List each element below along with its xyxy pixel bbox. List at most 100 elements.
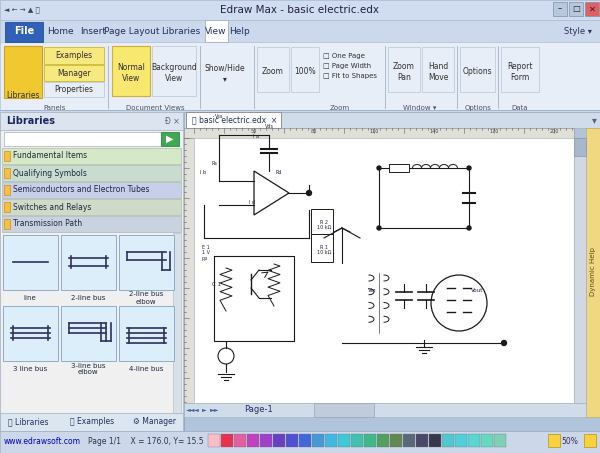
Bar [468, 434, 480, 447]
Bar [586, 128, 600, 417]
Bar [186, 112, 281, 128]
Text: 3 line bus: 3 line bus [13, 366, 47, 372]
Circle shape [377, 166, 381, 170]
Text: Show/Hide
▾: Show/Hide ▾ [205, 63, 245, 83]
Bar [455, 434, 467, 447]
Circle shape [307, 191, 311, 196]
Bar [161, 132, 179, 146]
Bar [585, 2, 599, 16]
Text: Rd: Rd [276, 169, 283, 174]
Bar [4, 46, 42, 98]
Text: Options: Options [462, 67, 492, 77]
Text: Zoom: Zoom [262, 67, 284, 77]
Text: File: File [14, 26, 34, 36]
Text: □ Fit to Shapes: □ Fit to Shapes [323, 73, 377, 79]
Bar [548, 434, 560, 447]
Text: 50%: 50% [562, 438, 578, 447]
Bar [247, 434, 259, 447]
Text: □: □ [572, 5, 580, 14]
Bar [0, 0, 600, 20]
Bar [184, 138, 194, 403]
Text: 4-line bus: 4-line bus [129, 366, 163, 372]
Text: –: – [558, 5, 562, 14]
Bar [312, 434, 324, 447]
Text: 50: 50 [251, 129, 257, 134]
Bar [0, 42, 600, 110]
Text: I b: I b [200, 169, 206, 174]
Text: Hand
Move: Hand Move [428, 63, 448, 82]
Text: Vout: Vout [471, 289, 484, 294]
Bar [338, 434, 350, 447]
Circle shape [377, 226, 381, 230]
Text: Page 1/1    X = 176.0, Y= 15.5: Page 1/1 X = 176.0, Y= 15.5 [88, 438, 203, 447]
Circle shape [467, 166, 471, 170]
Text: Zoom: Zoom [330, 105, 350, 111]
Bar [299, 434, 311, 447]
Text: Options: Options [464, 105, 491, 111]
Bar [286, 434, 298, 447]
Text: ◄ ← → ▲ 🔍: ◄ ← → ▲ 🔍 [4, 7, 40, 13]
Bar [3, 306, 58, 361]
Bar [501, 47, 539, 92]
Bar [584, 434, 596, 447]
Bar [460, 47, 495, 92]
Text: Qualifying Symbols: Qualifying Symbols [13, 169, 87, 178]
Text: 📚 Libraries: 📚 Libraries [8, 418, 49, 427]
Text: Page Layout: Page Layout [104, 26, 160, 35]
Text: 80: 80 [311, 129, 317, 134]
Text: Ð ×: Ð × [165, 116, 179, 125]
Text: ▶: ▶ [166, 134, 174, 144]
Bar [3, 235, 58, 290]
Text: C 1: C 1 [212, 283, 221, 288]
Text: www.edrawsoft.com: www.edrawsoft.com [4, 438, 81, 447]
Text: Vss: Vss [215, 115, 223, 120]
Text: 📄 basic electric.edx  ×: 📄 basic electric.edx × [192, 116, 277, 125]
Bar [208, 434, 220, 447]
Bar [221, 434, 233, 447]
Text: ◄◄: ◄◄ [186, 408, 196, 413]
Bar [4, 202, 10, 212]
Text: Libraries: Libraries [6, 92, 40, 101]
Bar [389, 164, 409, 172]
Bar [0, 20, 600, 42]
Text: R 1
10 kΩ: R 1 10 kΩ [317, 245, 331, 255]
Bar [119, 306, 174, 361]
Bar [112, 46, 150, 96]
Text: Properties: Properties [55, 85, 94, 93]
Bar [4, 132, 161, 146]
Text: Semiconductors and Electron Tubes: Semiconductors and Electron Tubes [13, 185, 149, 194]
Bar [44, 65, 104, 81]
Bar [44, 82, 104, 97]
Bar [4, 151, 10, 161]
Text: Fundamental Items: Fundamental Items [13, 151, 87, 160]
Text: Rs: Rs [211, 161, 217, 166]
Text: Libraries: Libraries [161, 26, 200, 35]
Text: □ One Page: □ One Page [323, 53, 365, 59]
Text: 📋 Examples: 📋 Examples [70, 418, 114, 427]
Text: 140: 140 [430, 129, 439, 134]
Bar [61, 235, 116, 290]
Text: Background
View: Background View [151, 63, 197, 83]
Text: Window ▾: Window ▾ [403, 105, 437, 111]
Text: Insert: Insert [80, 26, 106, 35]
Bar [553, 2, 567, 16]
Bar [4, 219, 10, 229]
Text: Data: Data [512, 105, 528, 111]
Bar [388, 47, 420, 92]
Bar [4, 168, 10, 178]
Bar [442, 434, 454, 447]
Text: Style ▾: Style ▾ [564, 26, 592, 35]
Bar [325, 434, 337, 447]
Text: ⚙ Manager: ⚙ Manager [133, 418, 176, 427]
Bar [161, 132, 179, 146]
Text: Edraw Max - basic electric.edx: Edraw Max - basic electric.edx [221, 5, 380, 15]
Bar [416, 434, 428, 447]
Bar [2, 165, 181, 181]
Text: ▾: ▾ [592, 115, 596, 125]
Bar [5, 22, 43, 42]
Bar [257, 47, 289, 92]
Bar [2, 199, 181, 215]
Circle shape [502, 341, 506, 346]
Bar [2, 148, 181, 164]
Bar [311, 209, 333, 237]
